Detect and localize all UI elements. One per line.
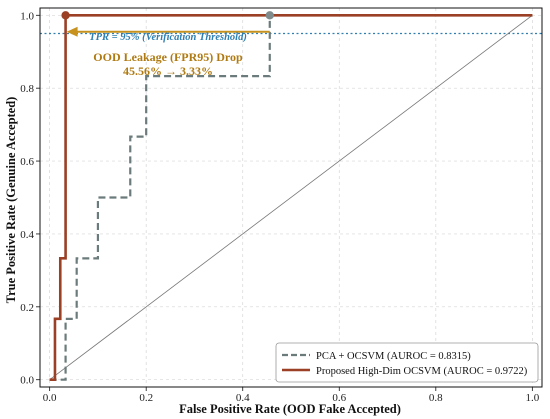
legend-label-proposed: Proposed High-Dim OCSVM (AUROC = 0.9722)	[316, 366, 528, 377]
annotation-layer	[61, 11, 274, 37]
chance-diagonal-line	[49, 14, 533, 381]
x-tick-label: 1.0	[525, 392, 539, 404]
y-tick-label: 0.8	[20, 83, 34, 95]
y-tick-label: 1.0	[20, 10, 34, 22]
legend-box	[275, 342, 539, 383]
legend-label-pca: PCA + OCSVM (AUROC = 0.8315)	[316, 351, 471, 362]
proposed-fpr95-marker	[61, 11, 70, 20]
y-axis-label: True Positive Rate (Genuine Accepted)	[4, 97, 18, 304]
drop-annotation-line2: 45.56% → 3.33%	[123, 64, 213, 78]
pca-ocsvm-roc-line	[49, 14, 533, 381]
x-tick-label: 0.6	[332, 392, 346, 404]
series-layer	[40, 13, 542, 382]
tick-layer: 0.0 0.2 0.4 0.6 0.8 1.0 0.0 0.2 0.4 0.6 0.8 1.0	[20, 10, 539, 404]
x-axis-label: False Positive Rate (OOD Fake Accepted)	[179, 402, 401, 416]
y-tick-label: 0.0	[20, 375, 34, 387]
leakage-arrow-head	[66, 26, 78, 37]
threshold-annotation: TPR = 95% (Verification Threshold)	[89, 32, 247, 43]
x-tick-label: 0.2	[139, 392, 153, 404]
proposed-ocsvm-roc-line	[49, 13, 533, 382]
pca-fpr95-marker	[265, 11, 274, 20]
drop-annotation-line1: OOD Leakage (FPR95) Drop	[93, 50, 243, 64]
y-tick-label: 0.4	[20, 229, 34, 241]
y-tick-label: 0.6	[20, 156, 34, 168]
y-tick-label: 0.2	[20, 302, 34, 314]
x-tick-label: 0.8	[429, 392, 443, 404]
x-tick-label: 0.0	[43, 392, 57, 404]
legend: PCA + OCSVM (AUROC = 0.8315) Proposed Hi…	[275, 342, 539, 383]
plot-frame	[39, 7, 543, 388]
x-tick-label: 0.4	[236, 392, 250, 404]
